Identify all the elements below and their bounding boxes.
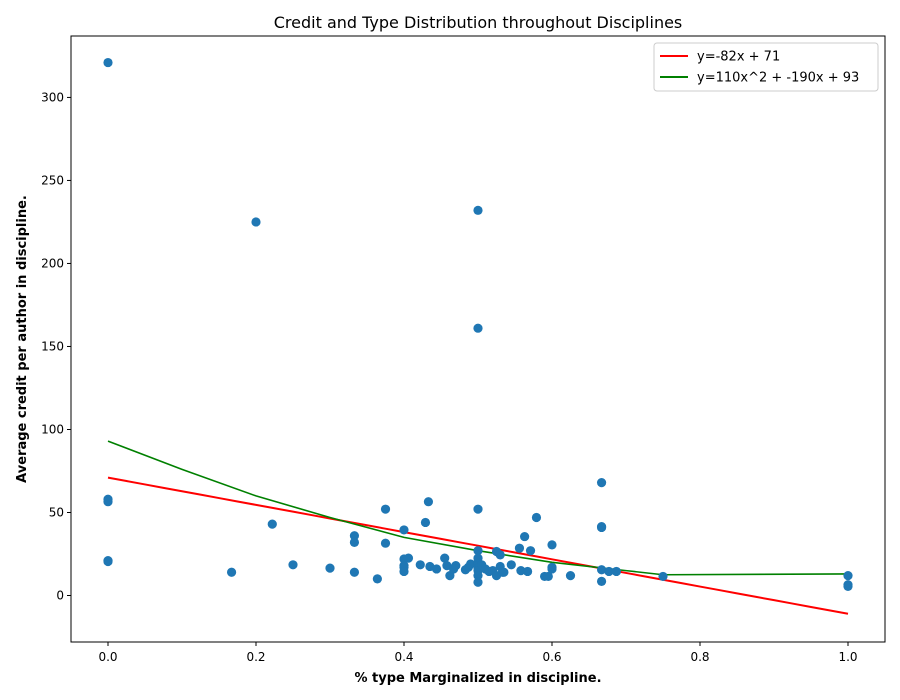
y-tick-label: 0 — [56, 589, 64, 603]
legend-label: y=-82x + 71 — [697, 50, 780, 65]
data-point — [349, 537, 360, 547]
data-point — [349, 531, 360, 541]
data-point — [520, 531, 530, 542]
chart-title: Credit and Type Distribution throughout … — [274, 13, 683, 32]
x-tick-label: 0.0 — [98, 650, 117, 664]
fit-lines — [107, 440, 849, 615]
x-tick-label: 1.0 — [838, 650, 857, 664]
data-point — [531, 512, 542, 523]
data-point — [473, 323, 483, 333]
data-point — [543, 571, 553, 582]
data-point — [399, 566, 409, 577]
data-point — [473, 504, 483, 514]
data-point — [103, 497, 113, 507]
data-point — [431, 564, 442, 574]
data-point — [473, 546, 483, 556]
y-axis-label: Average credit per author in discipline. — [15, 195, 30, 483]
y-tick-label: 200 — [41, 256, 64, 270]
data-point — [226, 567, 237, 577]
data-point — [288, 560, 298, 570]
data-point — [843, 581, 853, 591]
y-tick-label: 300 — [41, 90, 64, 104]
data-point — [843, 570, 853, 581]
plot-area — [70, 35, 886, 643]
data-point — [604, 566, 614, 577]
data-point — [596, 522, 607, 533]
data-point — [525, 546, 536, 556]
data-point — [547, 540, 557, 550]
data-point — [495, 550, 505, 560]
data-point — [403, 553, 414, 563]
data-point — [596, 478, 607, 488]
x-axis-label: % type Marginalized in discipline. — [354, 671, 601, 686]
data-point — [251, 217, 261, 227]
data-point — [596, 576, 607, 587]
legend-label: y=110x^2 + -190x + 93 — [697, 71, 859, 86]
data-point — [506, 560, 516, 570]
y-tick-label: 150 — [41, 339, 64, 353]
data-point — [380, 538, 391, 548]
x-tick-label: 0.4 — [394, 650, 413, 664]
data-point — [420, 517, 431, 528]
legend-box — [653, 42, 879, 92]
data-point — [547, 564, 557, 574]
data-point — [103, 556, 113, 567]
legend: y=-82x + 71 y=110x^2 + -190x + 93 — [653, 42, 879, 92]
x-axis-ticks: 0.0 0.2 0.4 0.6 0.8 1.0 — [98, 642, 858, 664]
y-tick-label: 250 — [41, 173, 64, 187]
y-axis-ticks: 0 50 100 150 200 250 300 — [41, 90, 71, 603]
data-point — [516, 566, 526, 576]
data-point — [514, 543, 525, 553]
data-point — [499, 567, 509, 577]
data-point — [658, 571, 668, 582]
data-point — [325, 563, 335, 573]
data-point — [596, 565, 607, 575]
data-point — [399, 525, 409, 535]
data-point — [466, 559, 476, 569]
x-tick-label: 0.6 — [542, 650, 561, 664]
data-point — [349, 567, 360, 577]
data-points — [103, 57, 853, 591]
data-point — [415, 560, 425, 570]
x-tick-label: 0.2 — [246, 650, 265, 664]
data-point — [473, 577, 483, 587]
data-point — [451, 561, 461, 571]
data-point — [423, 497, 434, 507]
linear-fit-line — [107, 476, 849, 615]
data-point — [473, 205, 483, 215]
y-tick-label: 50 — [49, 505, 64, 519]
data-point — [522, 566, 533, 577]
data-point — [267, 519, 277, 529]
data-point — [440, 553, 450, 563]
data-point — [103, 57, 113, 68]
data-point — [611, 566, 621, 577]
x-tick-label: 0.8 — [690, 650, 709, 664]
data-point — [372, 574, 382, 584]
data-point — [380, 504, 391, 514]
y-tick-label: 100 — [41, 422, 64, 436]
data-point — [473, 570, 483, 581]
data-point — [565, 570, 576, 581]
quadratic-fit-line — [107, 440, 849, 576]
